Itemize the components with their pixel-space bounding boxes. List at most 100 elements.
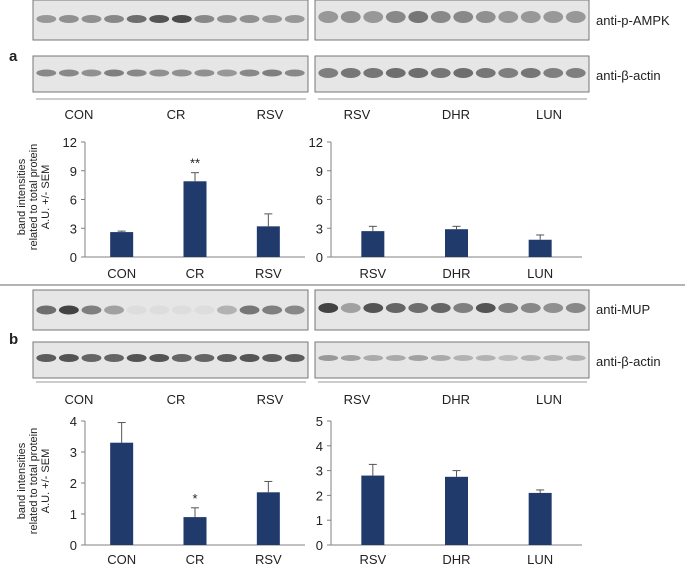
group-label-a-dhr: DHR xyxy=(442,107,470,122)
y-tick-label: 3 xyxy=(70,221,77,236)
y-axis-title-b: band intensities related to total protei… xyxy=(16,428,52,534)
y-axis-title-b-line2: related to total protein xyxy=(28,428,40,534)
blot-p-ampk-left xyxy=(32,0,309,41)
blot-band xyxy=(543,68,564,78)
bar-dhr xyxy=(445,229,468,257)
y-tick-label: 1 xyxy=(316,513,323,528)
blot-band xyxy=(475,303,496,313)
blot-actin-a-right xyxy=(314,55,590,93)
blot-actin-b-right xyxy=(314,341,590,379)
blot-band xyxy=(149,354,170,362)
group-label-a-cr: CR xyxy=(167,107,186,122)
blot-band xyxy=(520,11,541,23)
y-tick-label: 6 xyxy=(316,193,323,208)
blot-band xyxy=(104,15,124,23)
bands-panel-b xyxy=(36,303,586,362)
blot-band xyxy=(408,303,429,313)
bar-rsv xyxy=(256,226,280,257)
blot-band xyxy=(36,15,57,23)
y-axis-title-a: band intensities related to total protei… xyxy=(16,144,52,250)
blot-band xyxy=(36,354,57,362)
y-tick-label: 0 xyxy=(70,250,77,265)
y-tick-label: 0 xyxy=(70,538,77,553)
blot-band xyxy=(239,305,260,315)
blot-band xyxy=(543,355,564,361)
blot-band xyxy=(217,69,237,77)
group-label-b-dhr: DHR xyxy=(442,392,470,407)
blot-band xyxy=(149,69,170,77)
blot-band xyxy=(340,355,361,361)
blot-band xyxy=(498,11,519,23)
bands-panel-a xyxy=(36,11,586,78)
blot-band xyxy=(520,303,541,313)
blot-band xyxy=(262,69,283,77)
x-tick-label: CON xyxy=(107,266,136,281)
blot-band xyxy=(81,15,102,23)
blot-label-actin-b: anti-β-actin xyxy=(596,354,661,369)
blot-band xyxy=(385,355,406,361)
blot-band xyxy=(318,303,339,313)
x-tick-label: LUN xyxy=(527,266,553,281)
blot-band xyxy=(430,303,451,313)
group-label-a-lun: LUN xyxy=(536,107,562,122)
x-tick-label: CR xyxy=(186,266,205,281)
blot-band xyxy=(58,69,79,77)
group-label-b-lun: LUN xyxy=(536,392,562,407)
blot-band xyxy=(453,68,474,78)
blot-band xyxy=(430,355,451,361)
group-label-a-rsv2: RSV xyxy=(344,107,371,122)
blot-band xyxy=(520,355,541,361)
bar-lun xyxy=(528,239,552,257)
group-label-b-rsv: RSV xyxy=(257,392,284,407)
bar-con xyxy=(110,232,134,257)
y-tick-label: 12 xyxy=(63,135,77,150)
blot-band xyxy=(385,68,406,78)
y-tick-label: 3 xyxy=(316,464,323,479)
blot-label-actin-a: anti-β-actin xyxy=(596,68,661,83)
blot-band xyxy=(262,15,283,23)
blot-band xyxy=(171,305,192,315)
bar-dhr xyxy=(445,476,468,545)
blot-band xyxy=(171,354,192,362)
blot-band xyxy=(126,69,147,77)
blot-band xyxy=(81,69,102,77)
blot-band xyxy=(239,354,260,362)
blot-p-ampk-right xyxy=(314,0,590,41)
blot-band xyxy=(475,355,496,361)
y-tick-label: 3 xyxy=(316,221,323,236)
blot-band xyxy=(58,15,79,23)
y-axis-title-a-line3: A.U. +/- SEM xyxy=(40,165,52,230)
x-tick-label: DHR xyxy=(442,552,470,567)
blot-band xyxy=(284,15,305,23)
x-tick-label: DHR xyxy=(442,266,470,281)
blot-band xyxy=(363,68,384,78)
blot-band xyxy=(194,69,215,77)
blot-band xyxy=(126,354,147,362)
significance-label: * xyxy=(192,491,197,506)
blot-band xyxy=(239,15,260,23)
blot-band xyxy=(239,69,260,77)
bar-cr xyxy=(183,517,207,545)
bar-chart-a-right: 0 3 6 9 12 RSV DHR LUN xyxy=(309,135,582,281)
blot-band xyxy=(408,11,429,23)
y-axis-title-a-line1: band intensities xyxy=(16,158,28,235)
blot-band xyxy=(149,305,170,315)
x-tick-label: LUN xyxy=(527,552,553,567)
blot-band xyxy=(36,305,57,315)
y-tick-label: 2 xyxy=(316,488,323,503)
blot-band xyxy=(340,303,361,313)
blot-band xyxy=(408,355,429,361)
blot-band xyxy=(58,305,79,315)
blot-band xyxy=(498,68,519,78)
blot-band xyxy=(104,354,124,362)
bar-chart-a-left: 0 3 6 9 12 CON ** CR RSV xyxy=(63,135,305,281)
y-tick-label: 4 xyxy=(316,439,323,454)
y-tick-label: 0 xyxy=(316,538,323,553)
bar-rsv xyxy=(256,492,280,545)
blot-band xyxy=(475,68,496,78)
x-tick-label: RSV xyxy=(359,266,386,281)
y-tick-label: 1 xyxy=(70,507,77,522)
blot-band xyxy=(262,305,283,315)
y-tick-label: 5 xyxy=(316,414,323,429)
blot-band xyxy=(104,305,124,315)
